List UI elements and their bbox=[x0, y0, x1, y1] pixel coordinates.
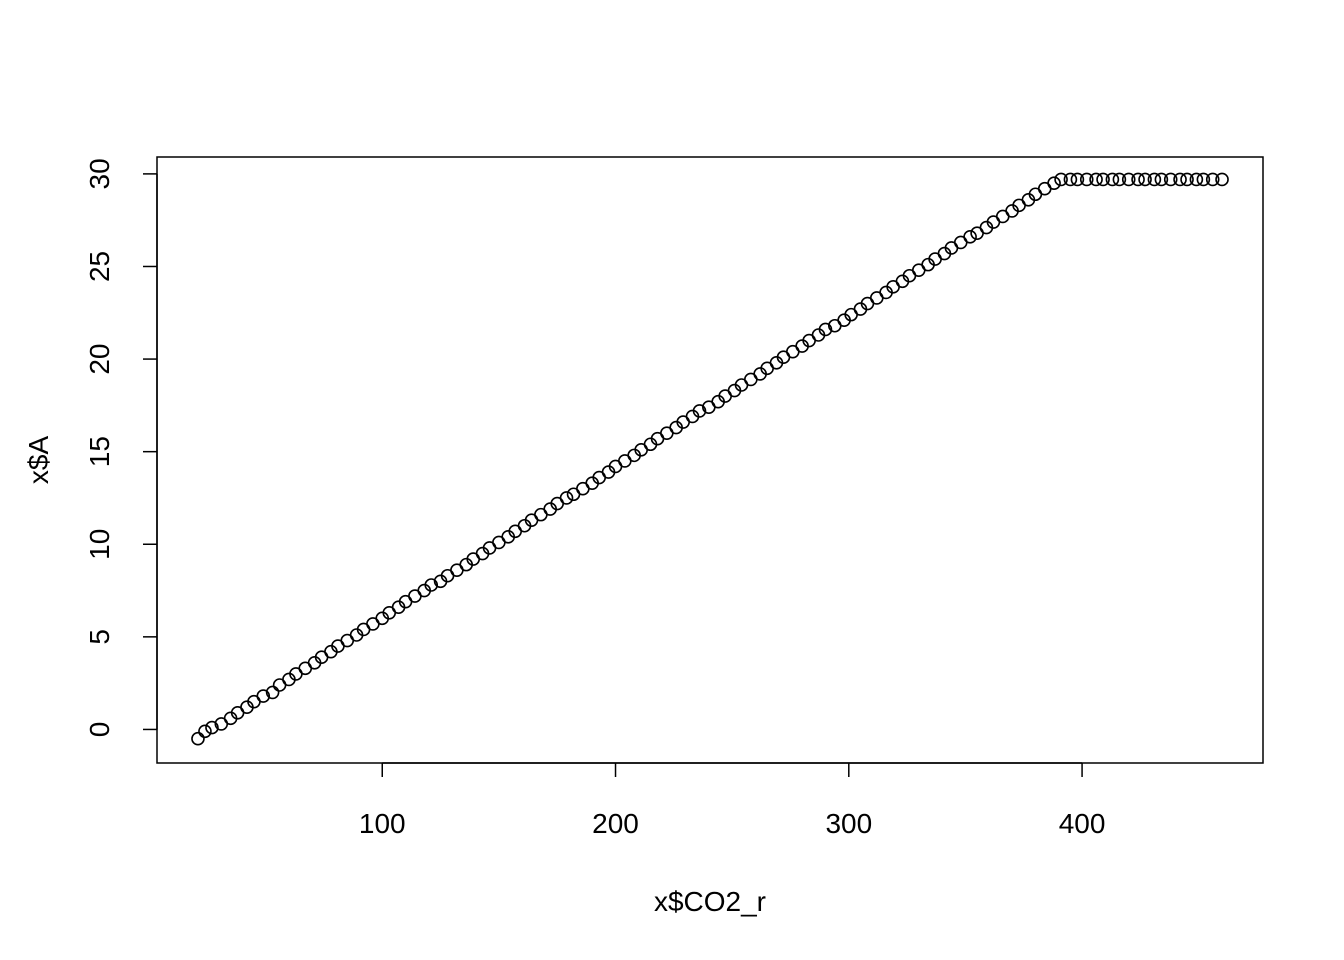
y-axis-title: x$A bbox=[23, 436, 54, 485]
x-axis: 100 200 300 400 bbox=[359, 762, 1106, 839]
y-tick-label: 25 bbox=[84, 251, 115, 282]
data-points bbox=[191, 172, 1229, 746]
y-tick-label: 10 bbox=[84, 529, 115, 560]
data-point bbox=[1205, 172, 1220, 187]
data-point bbox=[198, 724, 212, 739]
data-point bbox=[1063, 172, 1078, 187]
data-point bbox=[692, 404, 707, 418]
y-tick-label: 5 bbox=[84, 629, 115, 645]
data-point bbox=[256, 689, 271, 703]
data-point bbox=[1154, 172, 1169, 187]
data-point bbox=[1054, 172, 1068, 187]
data-point bbox=[191, 731, 205, 746]
data-point bbox=[1096, 172, 1110, 187]
data-point bbox=[424, 578, 439, 592]
x-tick-label: 300 bbox=[825, 808, 872, 839]
data-point bbox=[1163, 172, 1178, 187]
y-tick-label: 30 bbox=[84, 158, 115, 189]
data-point bbox=[1196, 172, 1211, 187]
data-point bbox=[1138, 172, 1152, 187]
data-point bbox=[1105, 172, 1120, 187]
data-point bbox=[1131, 172, 1145, 187]
x-axis-title: x$CO2_r bbox=[654, 886, 766, 917]
data-point bbox=[559, 491, 574, 505]
data-point bbox=[1047, 176, 1061, 190]
y-tick-label: 15 bbox=[84, 436, 115, 467]
data-point bbox=[265, 685, 280, 700]
data-point bbox=[1189, 172, 1204, 187]
data-point bbox=[1180, 172, 1194, 187]
data-point bbox=[1147, 172, 1162, 187]
data-point bbox=[1070, 172, 1085, 187]
x-tick-label: 400 bbox=[1059, 808, 1106, 839]
data-point bbox=[1215, 172, 1229, 187]
x-tick-label: 200 bbox=[592, 808, 639, 839]
y-axis: 0 5 10 15 20 25 30 bbox=[84, 158, 158, 738]
data-point bbox=[1079, 172, 1094, 187]
data-point bbox=[1173, 172, 1187, 187]
data-point bbox=[205, 720, 219, 735]
plot-frame bbox=[156, 156, 1264, 764]
x-tick-label: 100 bbox=[359, 808, 406, 839]
data-point bbox=[963, 230, 977, 244]
data-point bbox=[1112, 172, 1127, 187]
data-point bbox=[818, 322, 833, 337]
y-tick-label: 20 bbox=[84, 343, 115, 374]
data-point bbox=[1089, 172, 1103, 187]
data-point bbox=[1121, 172, 1136, 187]
y-tick-label: 0 bbox=[84, 722, 115, 738]
